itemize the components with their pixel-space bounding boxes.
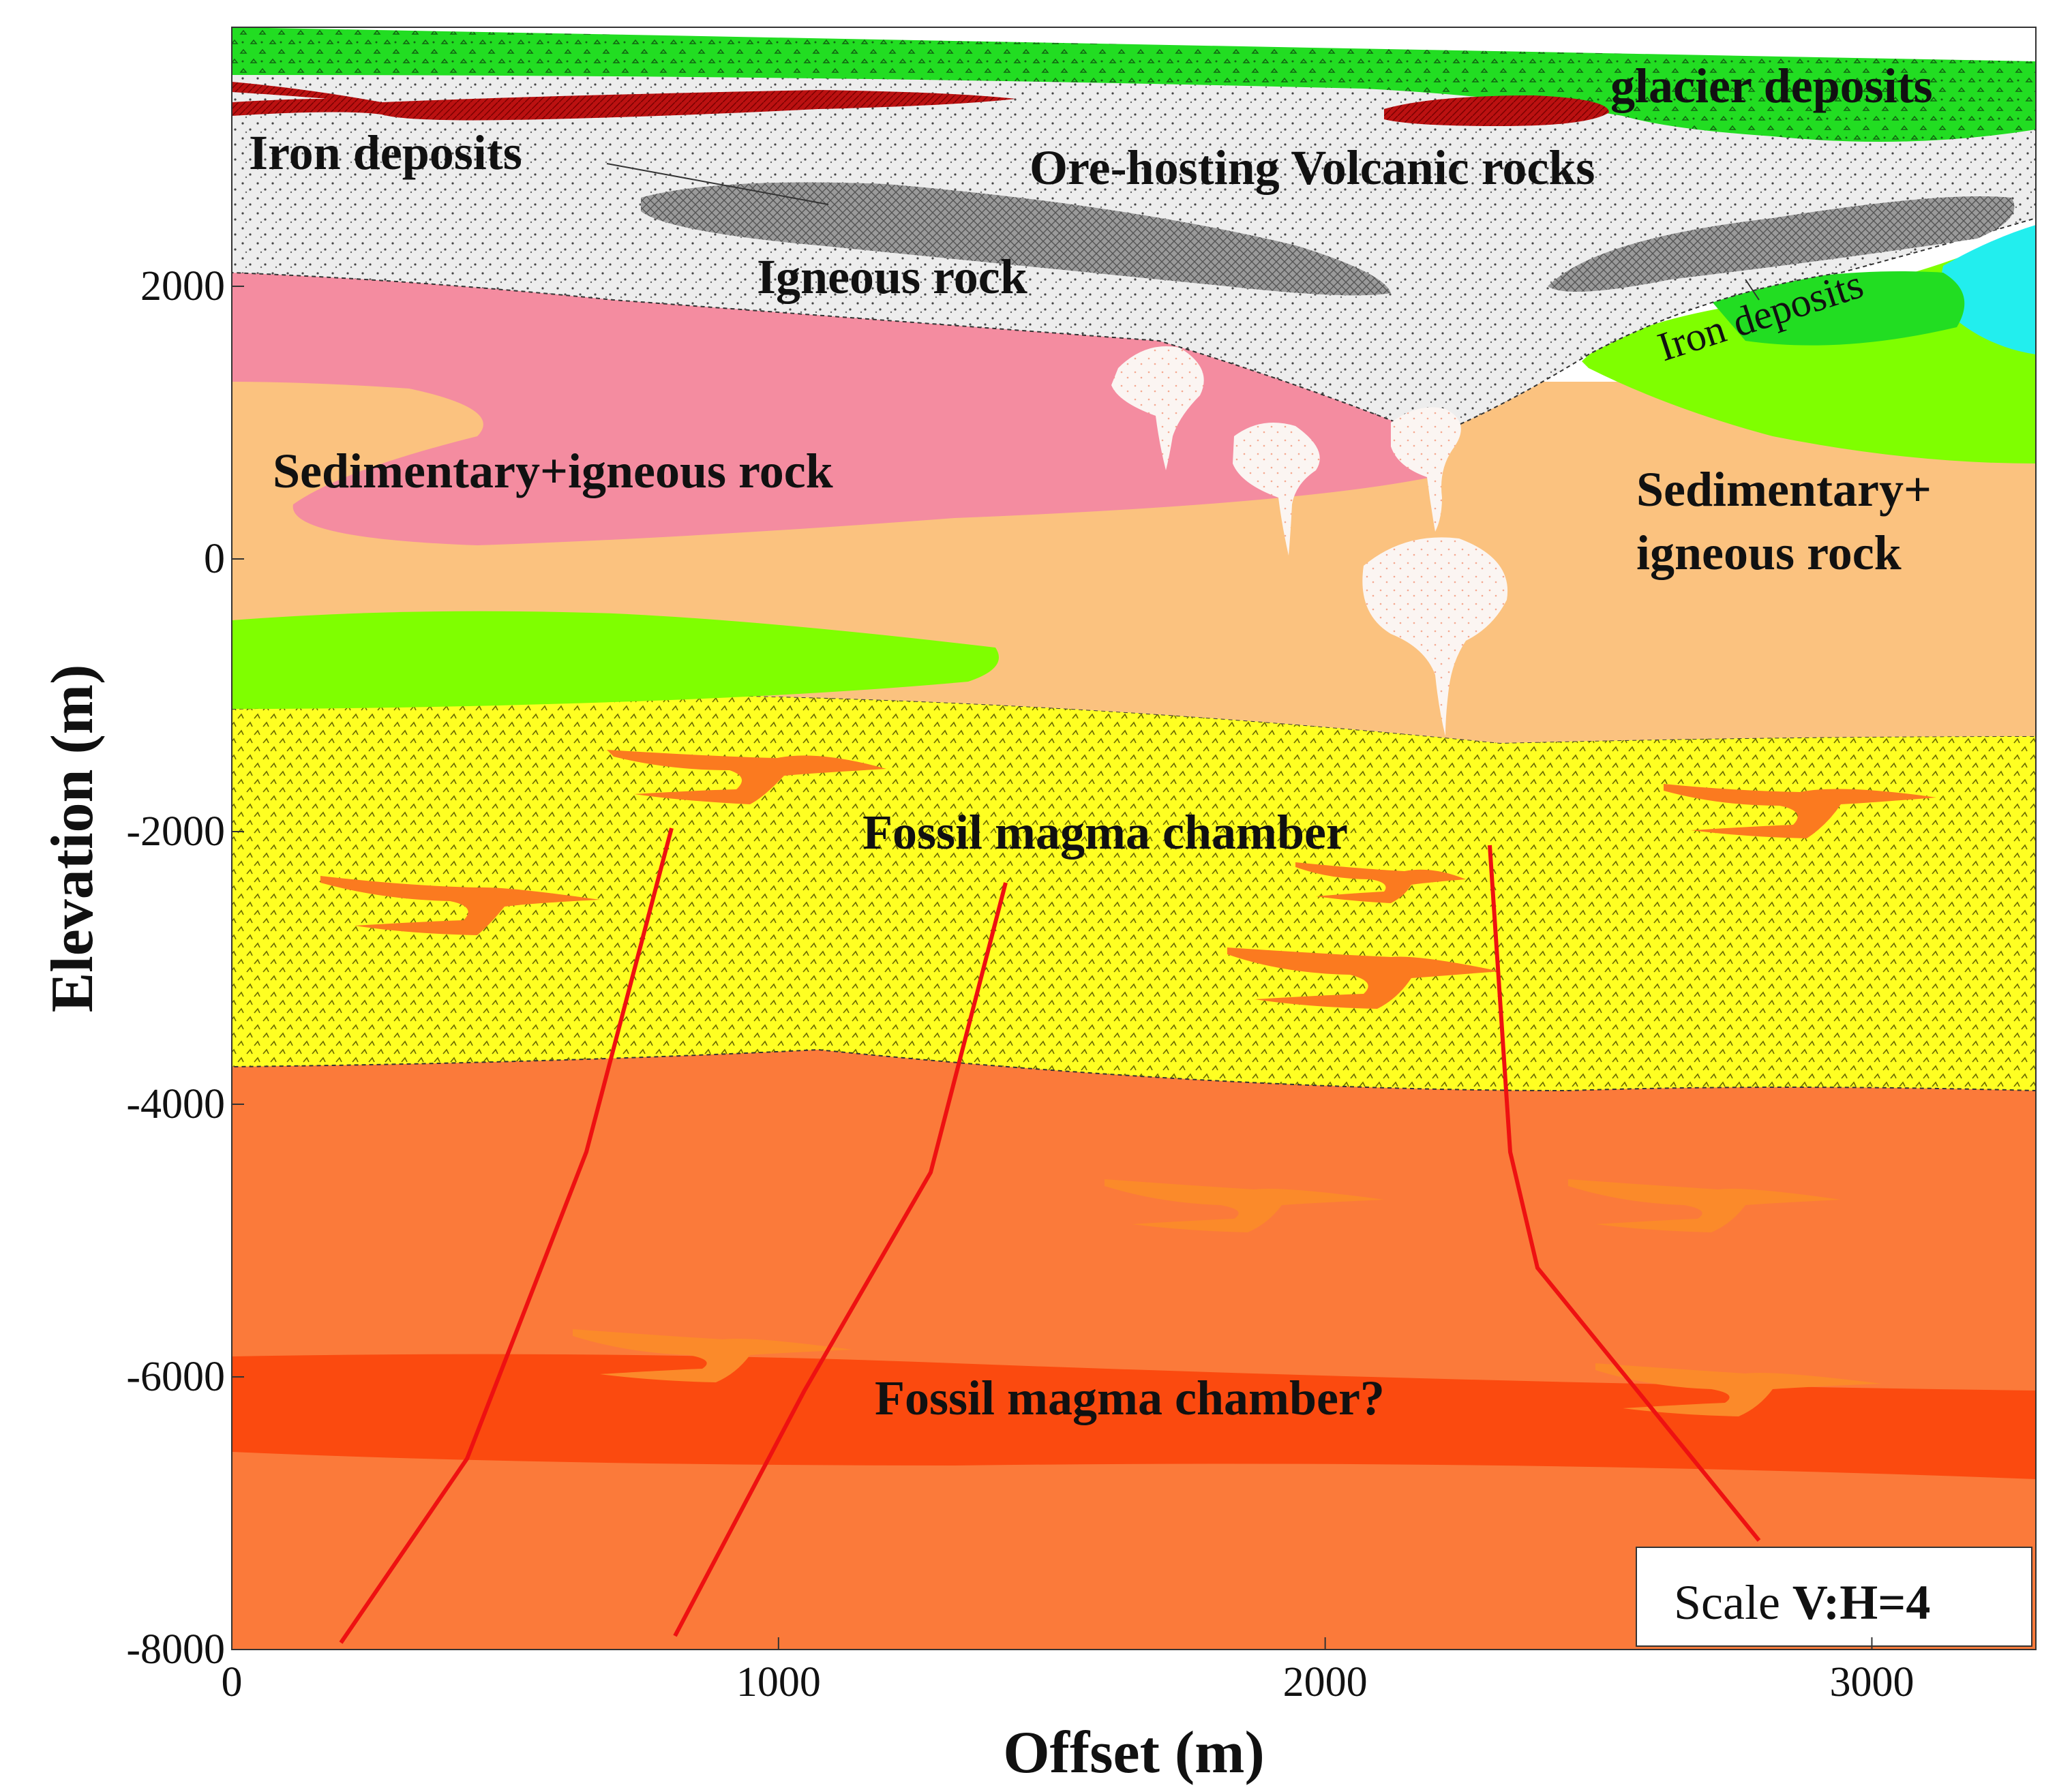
sill-8 bbox=[573, 1329, 852, 1382]
sill-4 bbox=[1295, 862, 1466, 903]
iron-leader-line-right bbox=[1745, 279, 1760, 301]
scale-label: Scale V:H=4 bbox=[1674, 1575, 1930, 1630]
green-lens bbox=[232, 611, 999, 709]
igneous-lens-left bbox=[641, 182, 1391, 296]
scale-value: V:H=4 bbox=[1792, 1575, 1930, 1630]
sill-9 bbox=[1595, 1363, 1882, 1416]
scale-box bbox=[1636, 1547, 2032, 1647]
intrusion-plume-3 bbox=[1391, 407, 1461, 532]
label-fossil-magma-chamber-q: Fossil magma chamber? bbox=[875, 1371, 1385, 1425]
plot-frame bbox=[231, 27, 2037, 1650]
x-tick-label: 1000 bbox=[736, 1659, 821, 1705]
fault-line-1 bbox=[339, 827, 674, 1644]
intrusion-plume-4 bbox=[1362, 537, 1508, 736]
y-axis-title: Elevation (m) bbox=[40, 665, 106, 1013]
y-tick-label: -6000 bbox=[126, 1354, 225, 1400]
geology-layers bbox=[232, 27, 2036, 1650]
y-tick-label: 2000 bbox=[140, 263, 225, 309]
label-sedimentary-right-line2: igneous rock bbox=[1636, 526, 1902, 580]
intrusion-plume-1 bbox=[1111, 346, 1204, 470]
axes: 0 1000 2000 3000 2000 0 -2000 -4000 -6000 -8000 bbox=[126, 263, 1914, 1705]
label-ore-hosting-volcanic: Ore-hosting Volcanic rocks bbox=[1030, 140, 1595, 195]
label-glacier-deposits: glacier deposits bbox=[1610, 59, 1933, 113]
cyan-zone bbox=[1941, 225, 2036, 354]
x-tick-label: 0 bbox=[222, 1659, 243, 1705]
green-zone-dark bbox=[1705, 271, 1965, 346]
x-axis-title: Offset (m) bbox=[1003, 1720, 1265, 1786]
iron-deposits-top bbox=[232, 82, 1016, 121]
label-sedimentary-left: Sedimentary+igneous rock bbox=[273, 444, 833, 498]
iron-deposits-center bbox=[1384, 95, 1609, 126]
igneous-lens-right bbox=[1548, 196, 2015, 292]
scale-prefix: Scale bbox=[1674, 1575, 1792, 1630]
y-tick-label: -4000 bbox=[126, 1081, 225, 1127]
label-iron-deposits-left: Iron deposits bbox=[249, 125, 522, 180]
y-tick-label: -2000 bbox=[126, 808, 225, 855]
glacier-deposits-layer bbox=[232, 27, 2036, 142]
x-tick-label: 3000 bbox=[1829, 1659, 1914, 1705]
label-igneous-rock: Igneous rock bbox=[757, 249, 1027, 304]
fault-line-2 bbox=[673, 882, 1008, 1637]
intrusion-plume-2 bbox=[1233, 423, 1320, 556]
y-tick-label: -8000 bbox=[126, 1626, 225, 1673]
pink-layer bbox=[232, 273, 1443, 545]
y-tick-label: 0 bbox=[204, 536, 225, 582]
label-fossil-magma-chamber: Fossil magma chamber bbox=[862, 805, 1348, 860]
x-tick-label: 2000 bbox=[1283, 1659, 1368, 1705]
sill-7 bbox=[1568, 1179, 1841, 1232]
iron-leader-line bbox=[606, 163, 829, 205]
label-sedimentary-right-line1: Sedimentary+ bbox=[1636, 462, 1932, 517]
fault-line-3 bbox=[1488, 845, 1761, 1542]
sill-6 bbox=[1105, 1179, 1384, 1232]
sill-1 bbox=[607, 750, 886, 804]
magma-band bbox=[232, 1354, 2036, 1479]
sill-5 bbox=[1227, 947, 1500, 1009]
sill-2 bbox=[320, 876, 600, 935]
sill-3 bbox=[1664, 784, 1936, 838]
